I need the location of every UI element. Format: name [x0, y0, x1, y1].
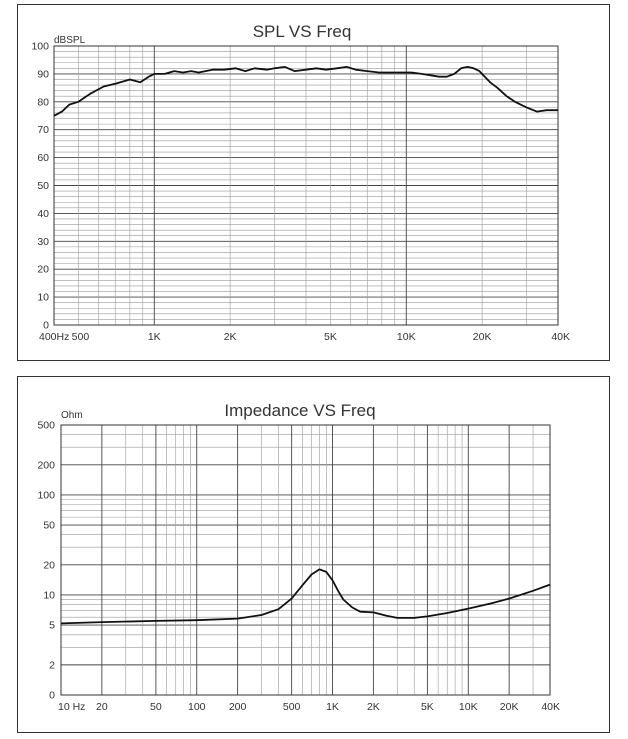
impedance-chart: Impedance VS Freq Ohm 500200100502010520…: [37, 401, 560, 714]
spl-chart-panel: SPL VS Freq dBSPL 0 10 20 30 40 50 60 70 80 90 100…: [17, 4, 610, 361]
spl-y-tick-label: 30: [37, 236, 49, 248]
spl-y-tick-label: 60: [37, 152, 49, 164]
spl-chart: SPL VS Freq dBSPL 0 10 20 30 40 50 60 70 80 90 100…: [31, 22, 570, 344]
impedance-y-tick-label: 0: [49, 690, 55, 702]
impedance-y-tick-label: 2: [49, 659, 55, 671]
impedance-x-tick-label: 50: [150, 701, 162, 713]
spl-x-tick-label: 10K: [397, 331, 416, 343]
impedance-series-line: [60, 568, 551, 625]
impedance-x-tick-label: 40K: [541, 701, 560, 713]
impedance-y-axis-unit: Ohm: [61, 410, 83, 421]
impedance-x-tick-label: 1K: [326, 701, 339, 713]
spl-x-tick-label: 40K: [551, 331, 570, 343]
impedance-x-tick-label: 100: [188, 701, 206, 713]
impedance-y-tick-label: 200: [37, 459, 55, 471]
impedance-plot-frame: [60, 424, 551, 696]
spl-y-tick-label: 100: [31, 41, 49, 53]
spl-y-tick-label: 70: [37, 124, 49, 136]
impedance-x-tick-label: 10K: [459, 701, 478, 713]
spl-x-tick-label: 1K: [148, 331, 161, 343]
impedance-x-tick-label: 20K: [500, 701, 519, 713]
impedance-y-tick-label: 20: [43, 559, 55, 571]
impedance-x-tick-label: 10 Hz: [58, 701, 85, 713]
spl-y-tick-label: 80: [37, 96, 49, 108]
spl-x-tick-label: 5K: [324, 331, 337, 343]
impedance-x-tick-label: 20: [96, 701, 108, 713]
spl-x-tick-label: 20K: [473, 331, 492, 343]
impedance-y-tick-label: 500: [37, 420, 55, 432]
spl-y-tick-label: 20: [37, 264, 49, 276]
impedance-chart-title: Impedance VS Freq: [224, 401, 375, 420]
spl-tick-labels: 0 10 20 30 40 50 60 70 80 90 100 400Hz 500 1K 2K 5K 10K 2…: [31, 41, 570, 344]
impedance-chart-panel: Impedance VS Freq Ohm 500 200 100 50 20 10 5 2 0…: [17, 376, 610, 733]
impedance-x-tick-label: 2K: [367, 701, 380, 713]
spl-x-tick-label: 400Hz: [39, 331, 69, 343]
impedance-x-tick-label: 5K: [421, 701, 434, 713]
impedance-x-tick-label: 200: [229, 701, 247, 713]
spl-grid: [53, 45, 559, 326]
spl-y-tick-label: 40: [37, 208, 49, 220]
impedance-grid: [60, 424, 551, 696]
impedance-y-tick-label: 100: [37, 489, 55, 501]
spl-series-line: [53, 66, 558, 117]
spl-y-tick-label: 10: [37, 292, 49, 304]
spl-x-tick-label: 500: [72, 331, 90, 343]
spl-y-tick-label: 0: [43, 320, 49, 332]
impedance-x-tick-label: 500: [283, 701, 301, 713]
spl-y-axis-unit: dBSPL: [54, 35, 86, 46]
impedance-y-tick-label: 50: [43, 520, 55, 532]
spl-plot-frame: [53, 45, 559, 326]
spl-x-tick-label: 2K: [224, 331, 237, 343]
impedance-y-tick-label: 10: [43, 589, 55, 601]
spl-y-tick-label: 90: [37, 68, 49, 80]
spl-chart-title: SPL VS Freq: [253, 22, 352, 41]
spl-y-tick-label: 50: [37, 180, 49, 192]
impedance-y-tick-label: 5: [49, 620, 55, 632]
